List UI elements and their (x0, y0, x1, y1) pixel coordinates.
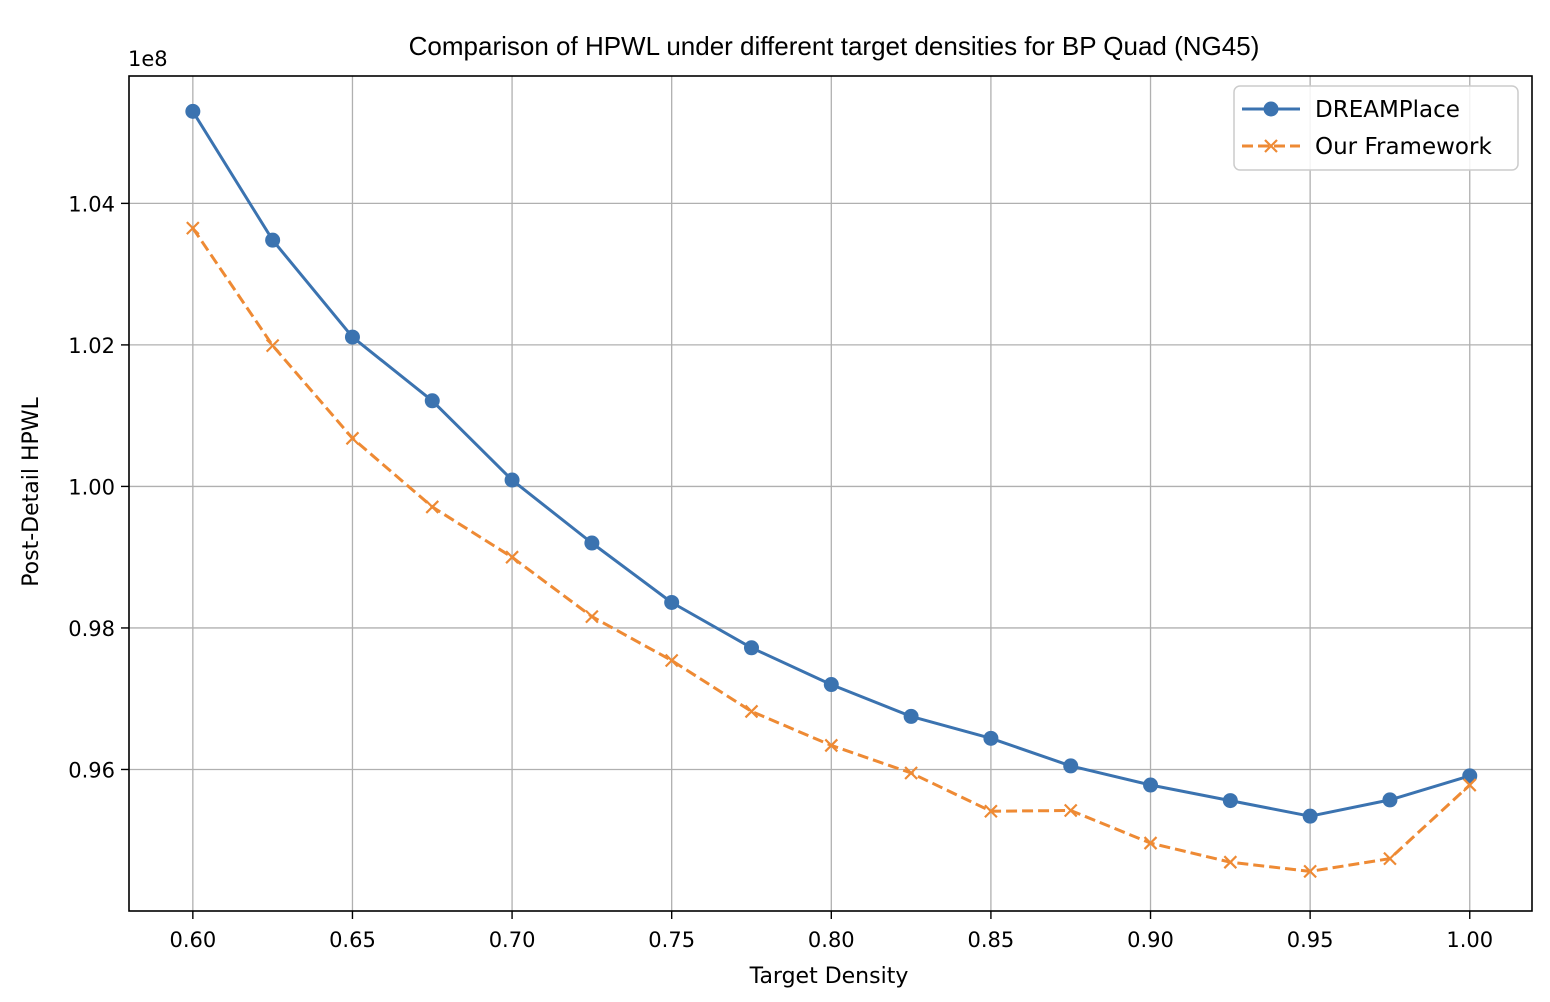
data-point-dreamplace (504, 472, 520, 488)
data-point-dreamplace (424, 393, 440, 409)
legend-marker-dreamplace (1263, 101, 1279, 117)
data-point-our-framework (1462, 778, 1477, 792)
data-point-our-framework (664, 653, 679, 668)
data-point-our-framework (425, 500, 440, 514)
series-layer (185, 103, 1478, 879)
data-point-dreamplace (743, 640, 759, 656)
data-point-our-framework (744, 704, 759, 719)
y-tick-label: 0.98 (68, 617, 115, 641)
x-tick-label: 0.85 (968, 928, 1015, 952)
y-axis-label: Post-Detail HPWL (19, 396, 44, 586)
data-point-our-framework (265, 338, 280, 353)
data-point-dreamplace (584, 535, 600, 551)
data-point-our-framework (1383, 851, 1397, 866)
data-point-dreamplace (903, 708, 919, 724)
data-point-dreamplace (1222, 793, 1238, 809)
legend-marker-our-framework (1264, 139, 1278, 153)
y-tick-label: 1.04 (68, 192, 115, 216)
legend: DREAMPlace Our Framework (1233, 85, 1519, 171)
y-tick-label: 1.02 (68, 334, 115, 358)
data-point-our-framework (186, 221, 200, 235)
data-point-our-framework (904, 766, 918, 780)
y-tick-label: 0.96 (68, 758, 115, 782)
y-offset-label: 1e8 (128, 47, 168, 71)
data-point-our-framework (585, 609, 599, 624)
x-tick-label: 0.95 (1287, 928, 1334, 952)
legend-label-our-framework: Our Framework (1315, 134, 1492, 160)
data-point-our-framework (824, 738, 839, 753)
x-tick-label: 0.75 (648, 928, 695, 952)
data-point-our-framework (984, 804, 998, 819)
data-point-our-framework (505, 550, 519, 564)
data-point-our-framework (1143, 836, 1158, 850)
data-point-our-framework (1063, 803, 1078, 818)
data-point-dreamplace (983, 730, 999, 746)
data-point-dreamplace (185, 103, 201, 119)
chart-title: Comparison of HPWL under different targe… (409, 31, 1260, 61)
data-point-dreamplace (664, 594, 680, 610)
data-point-dreamplace (265, 232, 281, 248)
data-point-our-framework (345, 431, 360, 446)
grid-layer (129, 76, 1532, 911)
data-point-dreamplace (1462, 768, 1478, 784)
data-point-dreamplace (344, 329, 360, 345)
data-point-dreamplace (823, 677, 839, 693)
legend-label-dreamplace: DREAMPlace (1315, 97, 1460, 123)
x-tick-label: 0.90 (1127, 928, 1174, 952)
x-tick-label: 0.65 (329, 928, 376, 952)
x-axis-label: Target Density (749, 964, 909, 989)
tick-layer: 0.60 0.65 0.70 0.75 0.80 0.85 0.90 0.95 1.00 0.96… (68, 192, 1493, 952)
legend-box (1233, 85, 1519, 171)
x-tick-label: 0.60 (169, 928, 216, 952)
data-point-dreamplace (1382, 792, 1398, 808)
y-tick-label: 1.00 (68, 475, 115, 499)
x-tick-label: 1.00 (1446, 928, 1493, 952)
axes-frame (128, 75, 1533, 912)
x-tick-label: 0.80 (808, 928, 855, 952)
data-point-dreamplace (1302, 808, 1318, 824)
data-point-dreamplace (1143, 777, 1159, 793)
data-point-our-framework (1223, 855, 1238, 869)
x-tick-label: 0.70 (489, 928, 536, 952)
data-point-our-framework (1303, 864, 1317, 879)
data-point-dreamplace (1063, 758, 1079, 774)
